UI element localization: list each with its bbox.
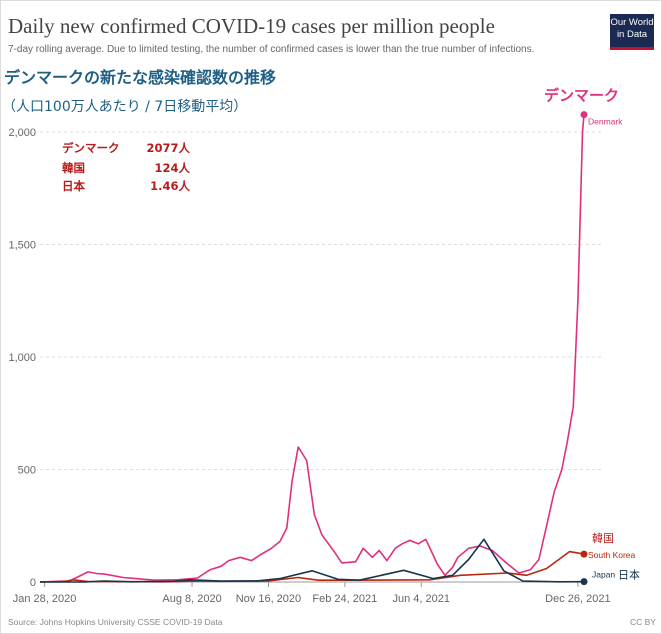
y-tick-label: 2,000 <box>8 127 36 139</box>
chart-subtitle: 7-day rolling average. Due to limited te… <box>8 44 535 55</box>
x-tick-label: Nov 16, 2020 <box>236 593 301 605</box>
logo-line-1: Our World <box>610 17 654 28</box>
series-line-denmark <box>39 114 585 583</box>
series-end-marker-south-korea <box>580 550 588 558</box>
summary-country-value: 1.46人 <box>150 179 190 193</box>
x-tick-label: Jan 28, 2020 <box>13 593 77 605</box>
series-line-japan <box>39 538 585 583</box>
summary-country-name: デンマーク <box>62 141 120 155</box>
series-end-marker-japan <box>580 578 588 586</box>
series-end-label-japan: Japan <box>592 570 615 580</box>
summary-country-value: 2077人 <box>146 141 190 155</box>
summary-country-name: 韓国 <box>62 161 85 175</box>
logo-line-2: in Data <box>616 29 648 40</box>
our-world-in-data-logo[interactable]: Our World in Data <box>610 14 654 50</box>
series-end-marker-denmark <box>580 111 588 119</box>
japanese-title: デンマークの新たな感染確認数の推移 <box>4 68 277 87</box>
y-tick-label: 1,000 <box>8 352 36 364</box>
y-tick-label: 500 <box>18 465 36 477</box>
x-tick-label: Dec 26, 2021 <box>545 593 610 605</box>
series-jp-label-south-korea: 韓国 <box>592 532 614 545</box>
x-tick-label: Aug 8, 2020 <box>162 593 221 605</box>
series-jp-label-denmark: デンマーク <box>544 87 619 105</box>
y-tick-label: 1,500 <box>8 240 36 252</box>
x-tick-label: Feb 24, 2021 <box>312 593 377 605</box>
series-end-label-south-korea: South Korea <box>588 550 636 560</box>
series-jp-label-japan: 日本 <box>618 568 640 582</box>
chart-title: Daily new confirmed COVID-19 cases per m… <box>8 14 495 38</box>
x-tick-label: Jun 4, 2021 <box>393 593 451 605</box>
japanese-subtitle: （人口100万人あたり / 7日移動平均） <box>2 99 248 115</box>
license-badge[interactable]: CC BY <box>630 617 656 627</box>
y-tick-label: 0 <box>30 577 36 589</box>
source-note[interactable]: Source: Johns Hopkins University CSSE CO… <box>8 617 223 627</box>
series-end-label-denmark: Denmark <box>588 117 623 127</box>
summary-country-name: 日本 <box>62 179 85 193</box>
summary-country-value: 124人 <box>154 161 190 175</box>
